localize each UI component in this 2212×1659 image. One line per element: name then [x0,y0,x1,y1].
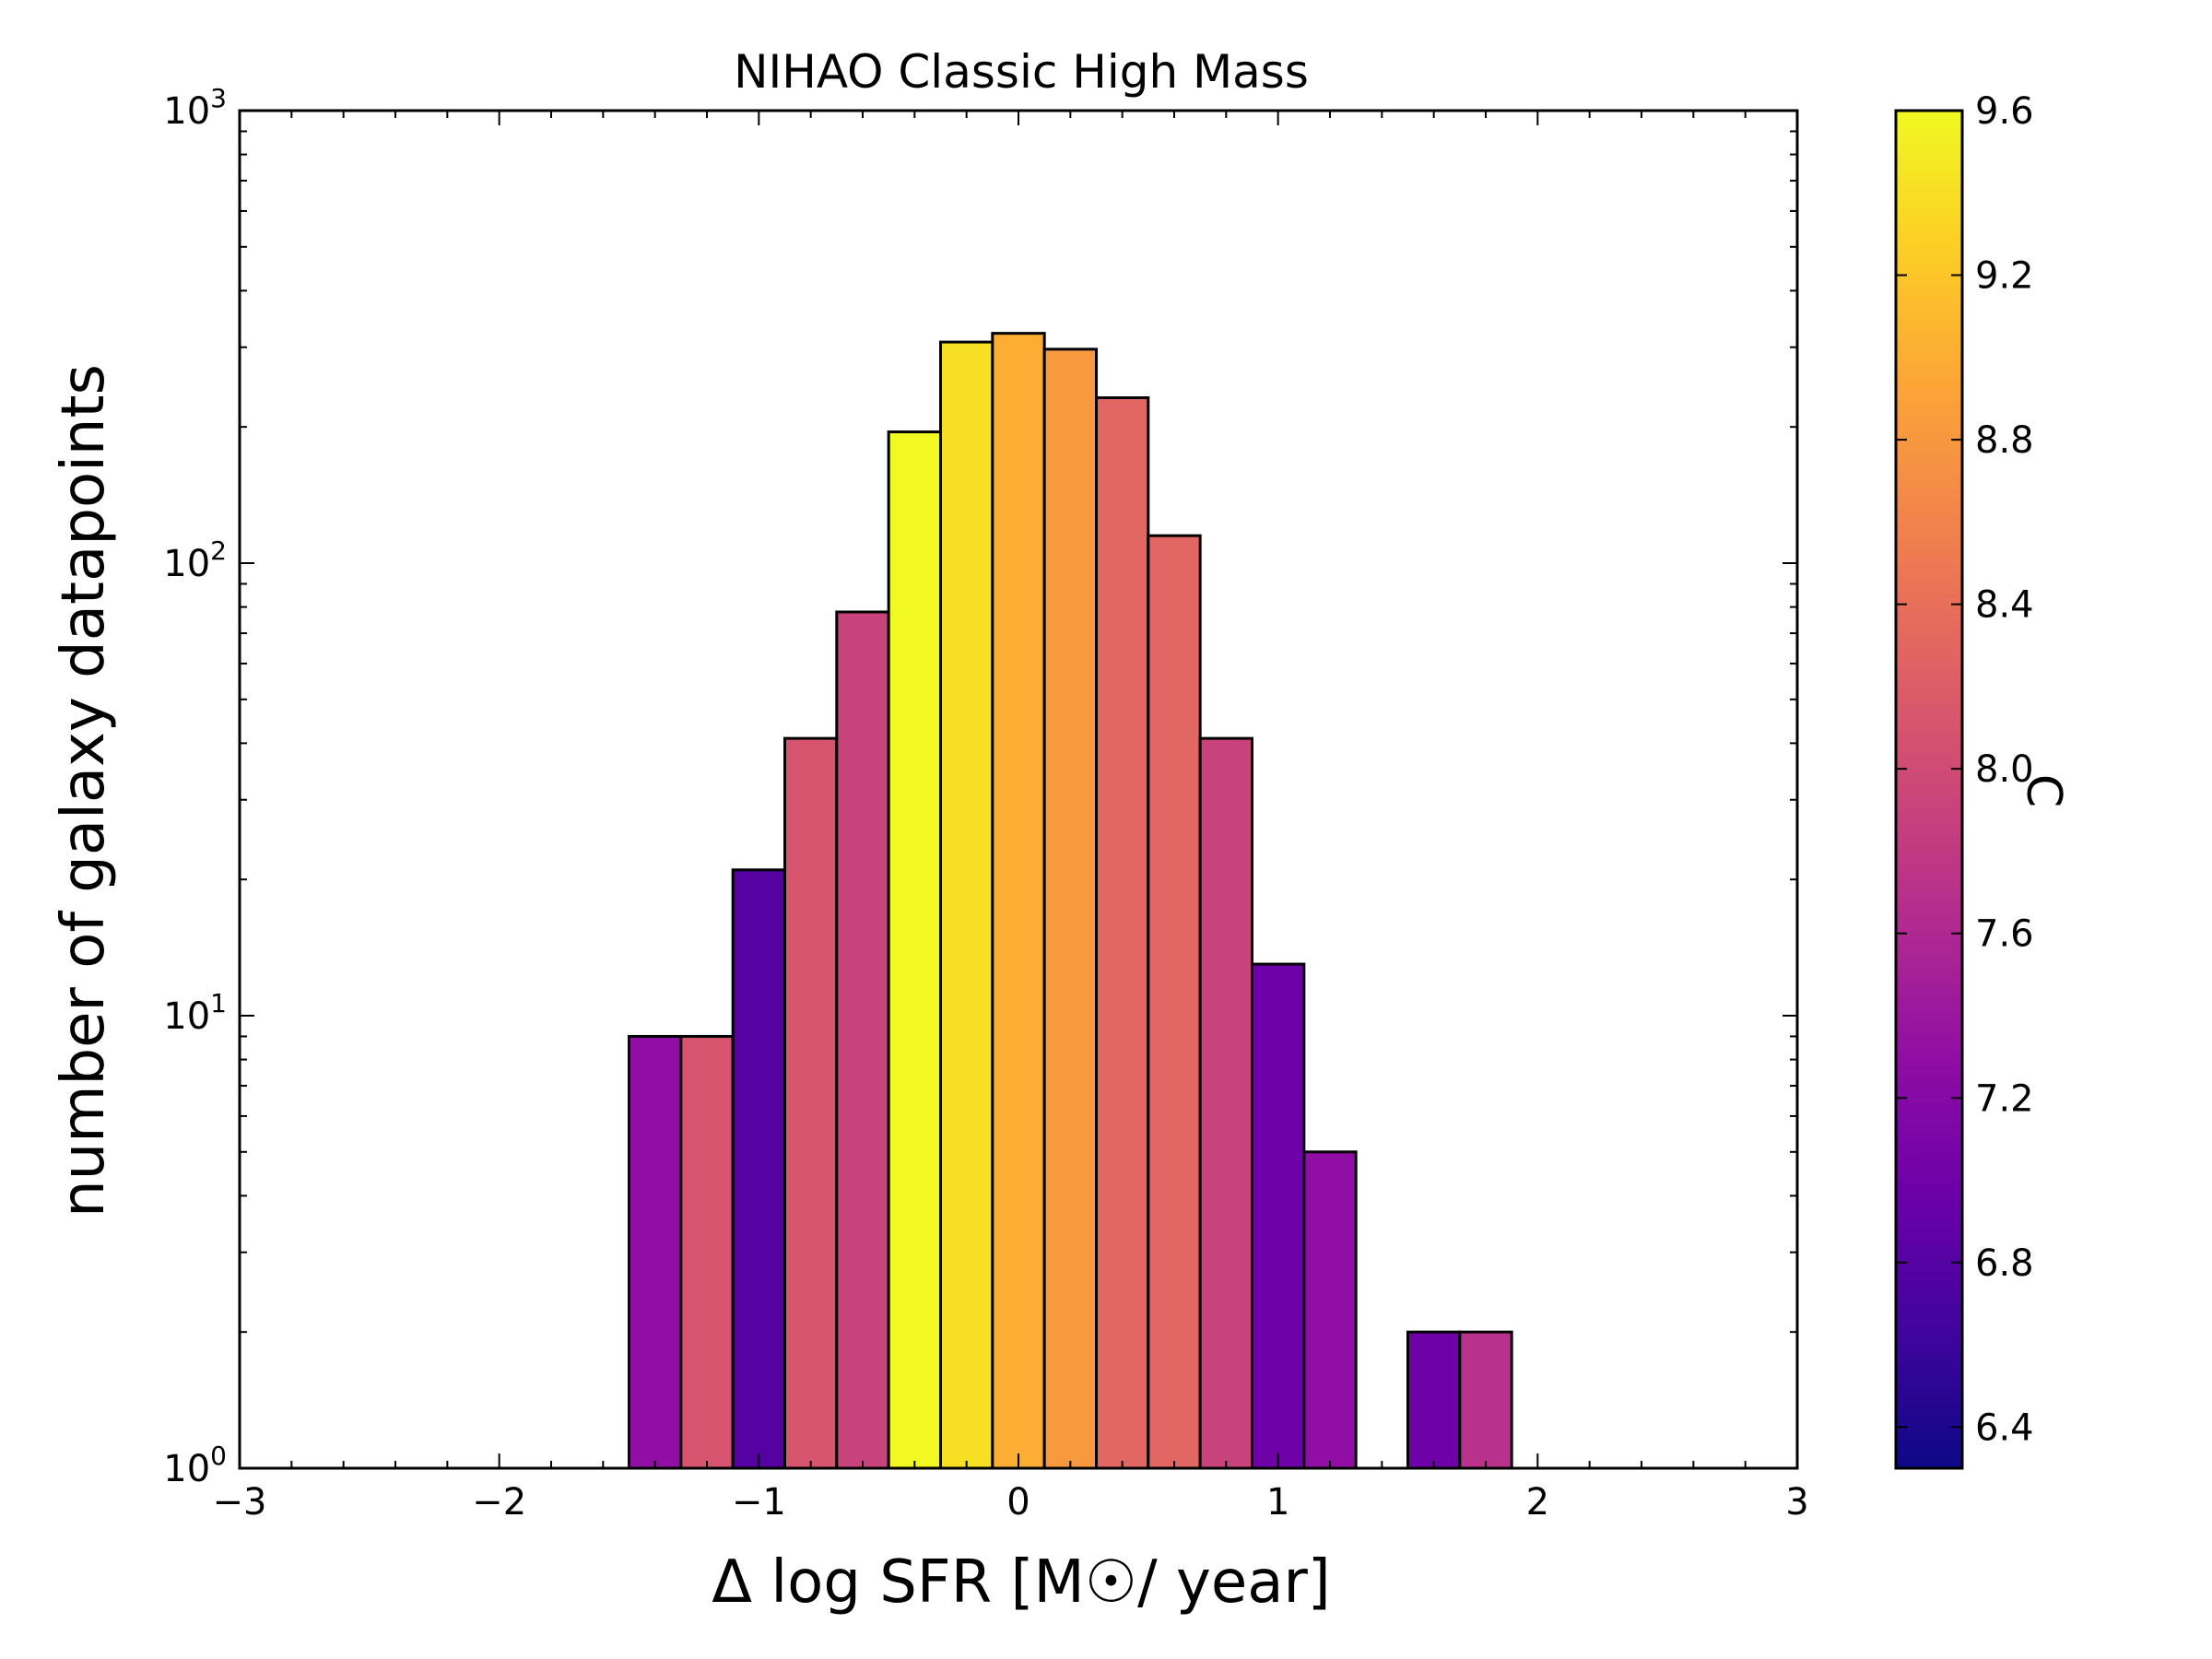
x-tick-label: 3 [1785,1481,1808,1524]
histogram-bar [1458,1330,1513,1470]
colorbar-tick-label: 8.8 [1975,419,2034,462]
y-tick-label: 103 [163,83,227,133]
histogram-bar [628,1034,683,1470]
histogram-bar [783,736,839,1470]
x-tick-label: 0 [1006,1481,1030,1524]
y-tick-label: 102 [163,535,227,585]
colorbar-tick-label: 8.0 [1975,748,2034,791]
x-tick-label: −3 [213,1481,267,1524]
x-axis-label: Δ log SFR [M☉/ year] [712,1548,1331,1617]
colorbar-tick-label: 6.4 [1975,1406,2034,1449]
colorbar [1894,109,1964,1470]
histogram-bar [887,430,943,1470]
axis-ticks [239,110,1798,1469]
histogram-bar [991,332,1046,1470]
histogram-bar [1198,736,1253,1470]
colorbar-tick-label: 9.2 [1975,255,2034,298]
colorbar-label: C [2016,774,2071,807]
colorbar-tick-label: 9.6 [1975,90,2034,133]
histogram-bar [679,1034,735,1470]
y-axis-label: number of galaxy datapoints [50,364,118,1218]
histogram-bar [1042,347,1098,1470]
histogram-bar [939,340,994,1470]
histogram-bar [1095,396,1150,1470]
histogram-bar [731,868,787,1470]
colorbar-tick-label: 7.6 [1975,913,2034,956]
x-tick-labels: −3 −2 −1 0 1 2 3 [213,1481,1809,1524]
colorbar-tick-label: 8.4 [1975,584,2034,627]
colorbar-tick-label: 6.8 [1975,1242,2034,1285]
histogram-bar [1251,962,1306,1470]
x-tick-label: 1 [1266,1481,1289,1524]
x-tick-label: −1 [732,1481,786,1524]
x-tick-label: −2 [472,1481,526,1524]
histogram-bar [1302,1150,1358,1470]
y-tick-label: 100 [163,1441,227,1490]
colorbar-tick-label: 7.2 [1975,1077,2034,1120]
histogram-bar [835,610,890,1470]
histogram-bar [1406,1330,1462,1470]
colorbar-ticks: 6.4 6.8 7.2 7.6 8.0 8.4 8.8 9.2 9.6 [1896,90,2034,1449]
y-tick-label: 101 [163,988,227,1038]
histogram-bars [628,332,1513,1470]
histogram-bar [1147,534,1202,1470]
y-tick-labels: 100 101 102 103 [163,83,227,1490]
x-tick-label: 2 [1526,1481,1549,1524]
chart-title: NIHAO Classic High Mass [734,45,1309,99]
